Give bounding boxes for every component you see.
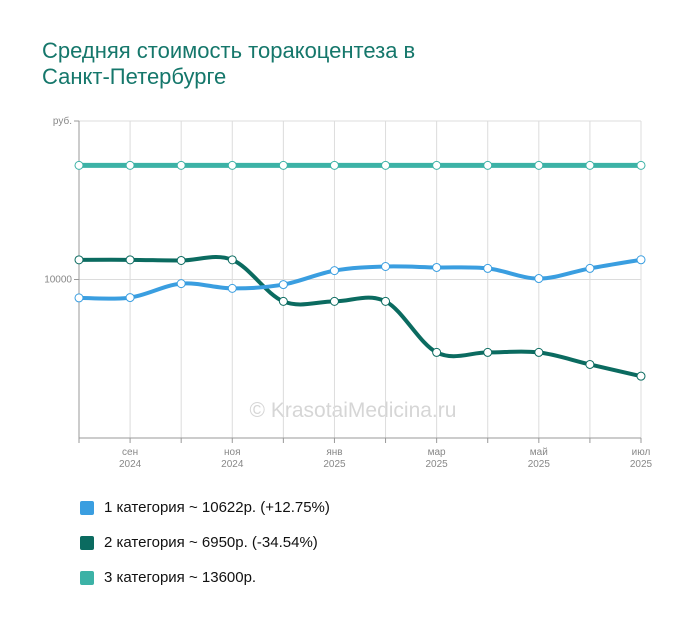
chart-title: Средняя стоимость торакоцентеза в Санкт-…: [42, 38, 416, 89]
data-point: [74, 293, 84, 303]
x-tick-year: 2024: [119, 459, 142, 470]
data-point: [483, 263, 493, 273]
data-point: [125, 160, 135, 170]
legend-label: 3 категория ~ 13600р.: [104, 569, 257, 586]
data-point: [329, 160, 339, 170]
data-point: [432, 160, 442, 170]
data-point: [176, 255, 186, 265]
data-point: [74, 255, 84, 265]
y-tick-label: 10000: [44, 275, 72, 286]
data-point: [227, 255, 237, 265]
x-tick-year: 2025: [528, 459, 551, 470]
legend-swatch: [80, 500, 94, 515]
watermark: © KrasotaiMedicina.ru: [250, 399, 457, 422]
data-point: [636, 255, 646, 265]
legend-swatch: [80, 570, 94, 585]
legend-label: 1 категория ~ 10622р. (+12.75%): [104, 499, 330, 516]
x-tick-label: ноя: [224, 447, 241, 458]
data-point: [176, 160, 186, 170]
data-point: [329, 266, 339, 276]
data-point: [432, 262, 442, 272]
data-point: [381, 296, 391, 306]
legend-item: 1 категория ~ 10622р. (+12.75%): [80, 490, 330, 525]
data-point: [534, 160, 544, 170]
data-point: [278, 280, 288, 290]
x-tick-label: мар: [428, 447, 446, 458]
data-point: [278, 296, 288, 306]
data-point: [227, 160, 237, 170]
data-point: [534, 347, 544, 357]
data-point: [381, 262, 391, 272]
data-point: [381, 160, 391, 170]
x-tick-year: 2025: [630, 459, 653, 470]
data-point: [483, 347, 493, 357]
data-point: [227, 283, 237, 293]
data-point: [585, 359, 595, 369]
x-tick-label: май: [530, 447, 548, 458]
legend-swatch: [80, 535, 94, 550]
y-tick-label: руб.: [53, 115, 72, 127]
legend: 1 категория ~ 10622р. (+12.75%) 2 категор…: [80, 490, 330, 595]
x-tick-year: 2024: [221, 459, 244, 470]
x-tick-year: 2025: [426, 459, 449, 470]
data-point: [74, 160, 84, 170]
legend-item: 2 категория ~ 6950р. (-34.54%): [80, 525, 330, 560]
data-point: [636, 371, 646, 381]
data-point: [483, 160, 493, 170]
data-point: [585, 263, 595, 273]
data-point: [278, 160, 288, 170]
data-point: [636, 160, 646, 170]
x-tick-year: 2025: [323, 459, 346, 470]
data-point: [125, 293, 135, 303]
data-point: [432, 347, 442, 357]
x-tick-label: июл: [632, 447, 651, 458]
data-point: [125, 255, 135, 265]
data-point: [329, 296, 339, 306]
x-tick-label: сен: [122, 447, 138, 458]
legend-label: 2 категория ~ 6950р. (-34.54%): [104, 534, 318, 551]
data-point: [585, 160, 595, 170]
x-tick-label: янв: [326, 447, 342, 458]
legend-item: 3 категория ~ 13600р.: [80, 560, 330, 595]
data-point: [176, 279, 186, 289]
data-point: [534, 274, 544, 284]
